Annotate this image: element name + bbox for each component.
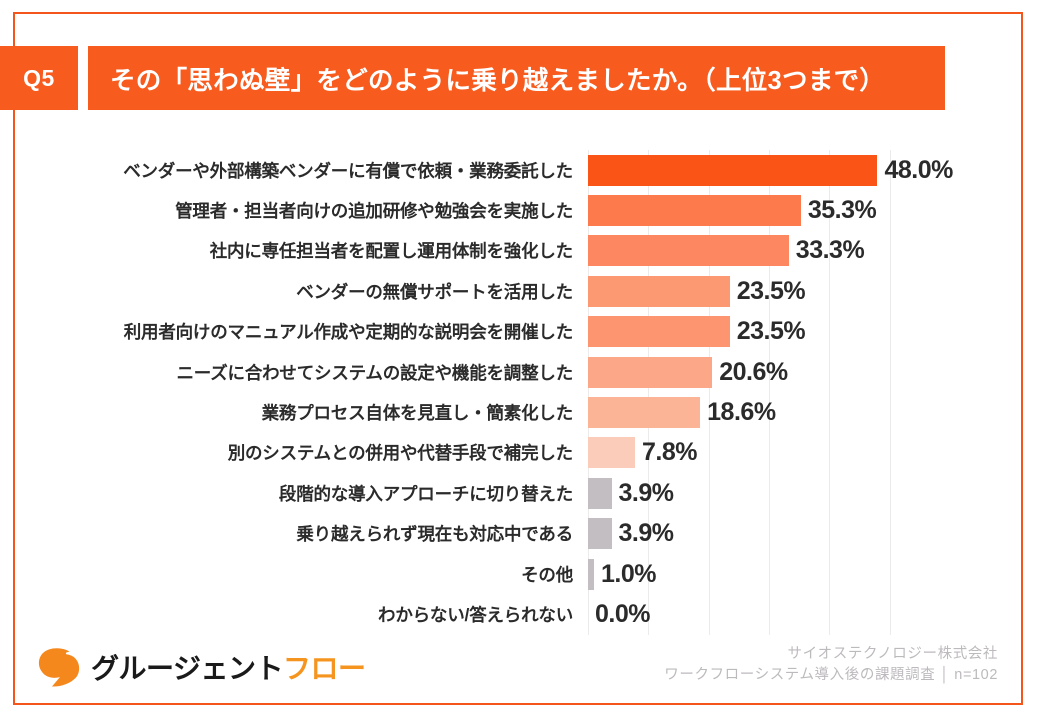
chart-footer: グルージェントフロー サイオステクノロジー株式会社 ワークフローシステム導入後の… xyxy=(0,636,1040,706)
category-label: 業務プロセス自体を見直し・簡素化した xyxy=(261,403,574,424)
bar-row: 段階的な導入アプローチに切り替えた 3.9% xyxy=(0,473,1040,513)
category-label: ニーズに合わせてシステムの設定や機能を調整した xyxy=(176,362,574,383)
bar xyxy=(588,397,701,429)
gluegent-swoosh-icon xyxy=(38,648,80,687)
bar-value-label: 33.3% xyxy=(795,236,865,265)
category-label: ベンダーや外部構築ベンダーに有償で依頼・業務委託した xyxy=(123,160,573,181)
bar-and-value: 35.3% xyxy=(588,190,877,230)
bar-and-value: 3.9% xyxy=(588,514,674,554)
bar-value-label: 7.8% xyxy=(642,438,698,467)
gridline-50 xyxy=(889,150,891,635)
bar-value-label: 3.9% xyxy=(618,478,674,507)
bar xyxy=(588,437,636,469)
plot-area xyxy=(588,150,1023,635)
bar xyxy=(588,154,878,186)
bar-value-label: 1.0% xyxy=(601,559,656,588)
gridline-0 xyxy=(588,150,589,635)
bar xyxy=(588,275,730,307)
logo-text-black: グルージェント xyxy=(91,653,283,684)
logo-text-orange: フロー xyxy=(282,653,366,684)
bar-row: ニーズに合わせてシステムの設定や機能を調整した 20.6% xyxy=(0,352,1040,392)
question-title-bar: その「思わぬ壁」をどのように乗り越えましたか。（上位3つまで） xyxy=(88,46,945,110)
bar xyxy=(588,195,801,227)
bar-value-label: 23.5% xyxy=(736,276,806,305)
gridline-10 xyxy=(648,150,650,635)
bar-and-value: 33.3% xyxy=(588,231,865,271)
category-label: 利用者向けのマニュアル作成や定期的な説明会を開催した xyxy=(123,322,573,343)
bar-value-label: 20.6% xyxy=(719,357,788,386)
bar xyxy=(588,477,612,509)
gridline-20 xyxy=(708,150,710,635)
bar-row: 利用者向けのマニュアル作成や定期的な説明会を開催した 23.5% xyxy=(0,312,1040,352)
bar-and-value: 48.0% xyxy=(588,150,953,190)
bar-and-value: 23.5% xyxy=(588,271,806,311)
bar-and-value: 20.6% xyxy=(588,352,788,392)
credit-company: サイオステクノロジー株式会社 xyxy=(787,646,998,662)
bar-row: 乗り越えられず現在も対応中である 3.9% xyxy=(0,514,1040,554)
bar-row: ベンダーや外部構築ベンダーに有償で依頼・業務委託した 48.0% xyxy=(0,150,1040,190)
bar-row: 別のシステムとの併用や代替手段で補完した 7.8% xyxy=(0,433,1040,473)
category-label: 管理者・担当者向けの追加研修や勉強会を実施した xyxy=(175,201,573,222)
category-label: 段階的な導入アプローチに切り替えた xyxy=(278,483,573,504)
bar-row: 管理者・担当者向けの追加研修や勉強会を実施した 35.3% xyxy=(0,190,1040,230)
bar-value-label: 23.5% xyxy=(736,317,806,346)
bar-value-label: 48.0% xyxy=(884,155,953,184)
bar-value-label: 18.6% xyxy=(707,398,776,427)
bar-row: その他 1.0% xyxy=(0,554,1040,594)
chart-header: Q5 その「思わぬ壁」をどのように乗り越えましたか。（上位3つまで） xyxy=(0,46,1040,112)
bar-and-value: 3.9% xyxy=(588,473,674,513)
gridline-30 xyxy=(768,150,770,635)
bar-row: 社内に専任担当者を配置し運用体制を強化した 33.3% xyxy=(0,231,1040,271)
bar-and-value: 18.6% xyxy=(588,392,776,432)
category-label: 乗り越えられず現在も対応中である xyxy=(296,524,573,545)
bar-and-value: 23.5% xyxy=(588,312,806,352)
bar xyxy=(588,235,789,267)
bar xyxy=(588,558,595,590)
gridline-40 xyxy=(829,150,831,635)
bar-value-label: 0.0% xyxy=(595,600,650,629)
bar-value-label: 3.9% xyxy=(618,519,674,548)
bar-rows: ベンダーや外部構築ベンダーに有償で依頼・業務委託した 48.0% 管理者・担当者向け… xyxy=(0,150,1040,635)
category-label: 社内に専任担当者を配置し運用体制を強化した xyxy=(209,241,574,262)
bar xyxy=(588,316,730,348)
bar xyxy=(588,518,612,550)
bar-row: 業務プロセス自体を見直し・簡素化した 18.6% xyxy=(0,392,1040,432)
category-label: その他 xyxy=(521,564,573,585)
gluegent-flow-logo: グルージェントフロー xyxy=(36,644,366,690)
category-label: 別のシステムとの併用や代替手段で補完した xyxy=(227,443,574,464)
bar-chart: ベンダーや外部構築ベンダーに有償で依頼・業務委託した 48.0% 管理者・担当者向け… xyxy=(0,150,1040,635)
bar-row: ベンダーの無償サポートを活用した 23.5% xyxy=(0,271,1040,311)
bar xyxy=(588,356,713,388)
bar-and-value: 1.0% xyxy=(588,554,656,594)
bar-value-label: 35.3% xyxy=(807,196,877,225)
credit-survey: ワークフローシステム導入後の課題調査 │ n=102 xyxy=(664,667,998,683)
logo-wordmark: グルージェントフロー xyxy=(91,647,366,687)
bar-row: わからない/答えられない 0.0% xyxy=(0,594,1040,634)
bar-and-value: 0.0% xyxy=(588,594,650,634)
question-number-badge: Q5 xyxy=(0,46,78,110)
bar-and-value: 7.8% xyxy=(588,433,698,473)
category-label: ベンダーの無償サポートを活用した xyxy=(296,281,573,302)
survey-credit: サイオステクノロジー株式会社 ワークフローシステム導入後の課題調査 │ n=10… xyxy=(664,644,998,686)
category-label: わからない/答えられない xyxy=(378,605,573,626)
